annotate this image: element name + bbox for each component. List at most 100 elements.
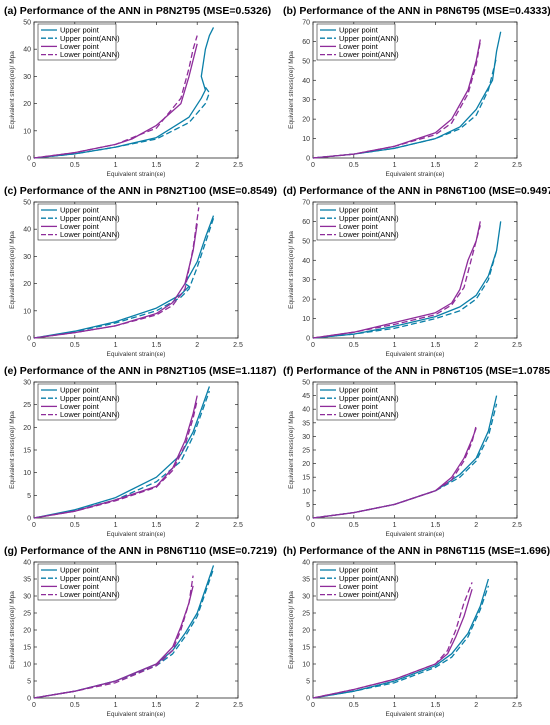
legend-label: Lower point(ANN): [339, 410, 399, 419]
y-tick-label: 45: [302, 393, 310, 400]
y-tick-label: 25: [23, 611, 31, 618]
x-tick-label: 1: [393, 162, 397, 169]
legend-label: Lower point(ANN): [60, 50, 120, 59]
chart-panel-f: (f) Performance of the ANN in P8N6T105 (…: [283, 365, 550, 538]
x-axis-label: Equivalent strain(εe): [107, 711, 166, 718]
y-tick-label: 30: [23, 74, 31, 81]
y-tick-label: 20: [23, 101, 31, 108]
series-line-lower-point-ann: [312, 41, 481, 159]
x-axis-label: Equivalent strain(εe): [107, 171, 166, 178]
legend-label: Lower point(ANN): [339, 50, 399, 59]
x-tick-label: 0: [32, 522, 36, 529]
x-tick-label: 1.5: [152, 162, 162, 169]
x-tick-label: 0: [32, 342, 36, 349]
y-tick-label: 0: [306, 696, 310, 703]
x-tick-label: 0: [32, 702, 36, 709]
legend-label: Lower point(ANN): [60, 410, 120, 419]
x-tick-label: 0.5: [349, 702, 359, 709]
x-tick-label: 0.5: [349, 342, 359, 349]
chart-panel-d: (d) Performance of the ANN in P8N6T100 (…: [283, 185, 550, 358]
y-axis-label: Equivalent stress(σe)/ Mpa: [288, 51, 295, 129]
legend-label: Upper point(ANN): [60, 394, 120, 403]
y-tick-label: 15: [302, 475, 310, 482]
series-line-upper-point-ann: [33, 86, 211, 159]
x-tick-label: 1.5: [431, 342, 441, 349]
y-axis-label: Equivalent stress(σe)/ Mpa: [9, 411, 16, 489]
legend-label: Upper point: [339, 386, 379, 395]
legend-label: Upper point: [60, 26, 100, 35]
y-tick-label: 40: [23, 227, 31, 234]
x-tick-label: 0: [311, 522, 315, 529]
y-tick-label: 20: [23, 628, 31, 635]
legend-label: Lower point: [60, 402, 100, 411]
y-tick-label: 10: [302, 316, 310, 323]
x-tick-label: 2: [474, 522, 478, 529]
legend-label: Upper point: [339, 26, 379, 35]
chart-title: (h) Performance of the ANN in P8N6T115 (…: [283, 545, 550, 557]
x-tick-label: 1: [114, 702, 118, 709]
x-tick-label: 2: [474, 702, 478, 709]
x-tick-label: 2.5: [512, 702, 522, 709]
x-tick-label: 2: [474, 162, 478, 169]
y-tick-label: 30: [302, 277, 310, 284]
chart-title: (d) Performance of the ANN in P8N6T100 (…: [283, 185, 550, 197]
y-tick-label: 0: [27, 156, 31, 163]
y-tick-label: 70: [302, 200, 310, 207]
x-tick-label: 1: [393, 342, 397, 349]
x-axis-label: Equivalent strain(εe): [386, 531, 445, 538]
series-line-upper-point-ann: [312, 250, 498, 339]
x-tick-label: 0.5: [70, 162, 80, 169]
y-tick-label: 40: [23, 47, 31, 54]
y-tick-label: 10: [23, 662, 31, 669]
y-tick-label: 10: [23, 470, 31, 477]
legend-label: Lower point: [60, 222, 100, 231]
y-tick-label: 60: [302, 219, 310, 226]
legend-label: Lower point(ANN): [60, 230, 120, 239]
legend-label: Upper point: [60, 206, 100, 215]
chart-title: (c) Performance of the ANN in P8N2T100 (…: [4, 185, 277, 197]
legend-label: Upper point(ANN): [339, 34, 399, 43]
y-tick-label: 35: [302, 420, 310, 427]
y-tick-label: 40: [23, 560, 31, 567]
x-axis-label: Equivalent strain(εe): [107, 531, 166, 538]
x-tick-label: 2.5: [233, 702, 243, 709]
y-tick-label: 20: [302, 628, 310, 635]
x-axis-label: Equivalent strain(εe): [386, 171, 445, 178]
y-tick-label: 50: [23, 20, 31, 27]
x-tick-label: 0.5: [349, 522, 359, 529]
legend-label: Lower point: [60, 582, 100, 591]
y-tick-label: 35: [23, 577, 31, 584]
series-line-lower-point-ann: [33, 207, 200, 339]
y-tick-label: 30: [302, 97, 310, 104]
y-tick-label: 40: [302, 78, 310, 85]
legend-label: Upper point(ANN): [339, 574, 399, 583]
y-tick-label: 20: [302, 461, 310, 468]
x-tick-label: 0: [311, 162, 315, 169]
y-axis-label: Equivalent stress(σe)/ Mpa: [288, 231, 295, 309]
x-tick-label: 0.5: [349, 162, 359, 169]
x-tick-label: 2: [474, 342, 478, 349]
x-tick-label: 1: [114, 162, 118, 169]
y-tick-label: 50: [302, 238, 310, 245]
x-tick-label: 1.5: [431, 162, 441, 169]
x-tick-label: 2.5: [233, 162, 243, 169]
y-tick-label: 20: [23, 425, 31, 432]
series-line-upper-point-ann: [312, 585, 490, 699]
chart-panel-e: (e) Performance of the ANN in P8N2T105 (…: [4, 365, 276, 538]
series-line-lower-point-ann: [312, 425, 477, 519]
series-line-lower-point-ann: [33, 35, 198, 159]
y-tick-label: 20: [302, 117, 310, 124]
x-tick-label: 2: [195, 522, 199, 529]
y-tick-label: 60: [302, 39, 310, 46]
x-tick-label: 0: [32, 162, 36, 169]
y-tick-label: 5: [27, 679, 31, 686]
chart-title: (b) Performance of the ANN in P8N6T95 (M…: [283, 5, 550, 17]
chart-panel-g: (g) Performance of the ANN in P8N6T110 (…: [4, 545, 277, 718]
